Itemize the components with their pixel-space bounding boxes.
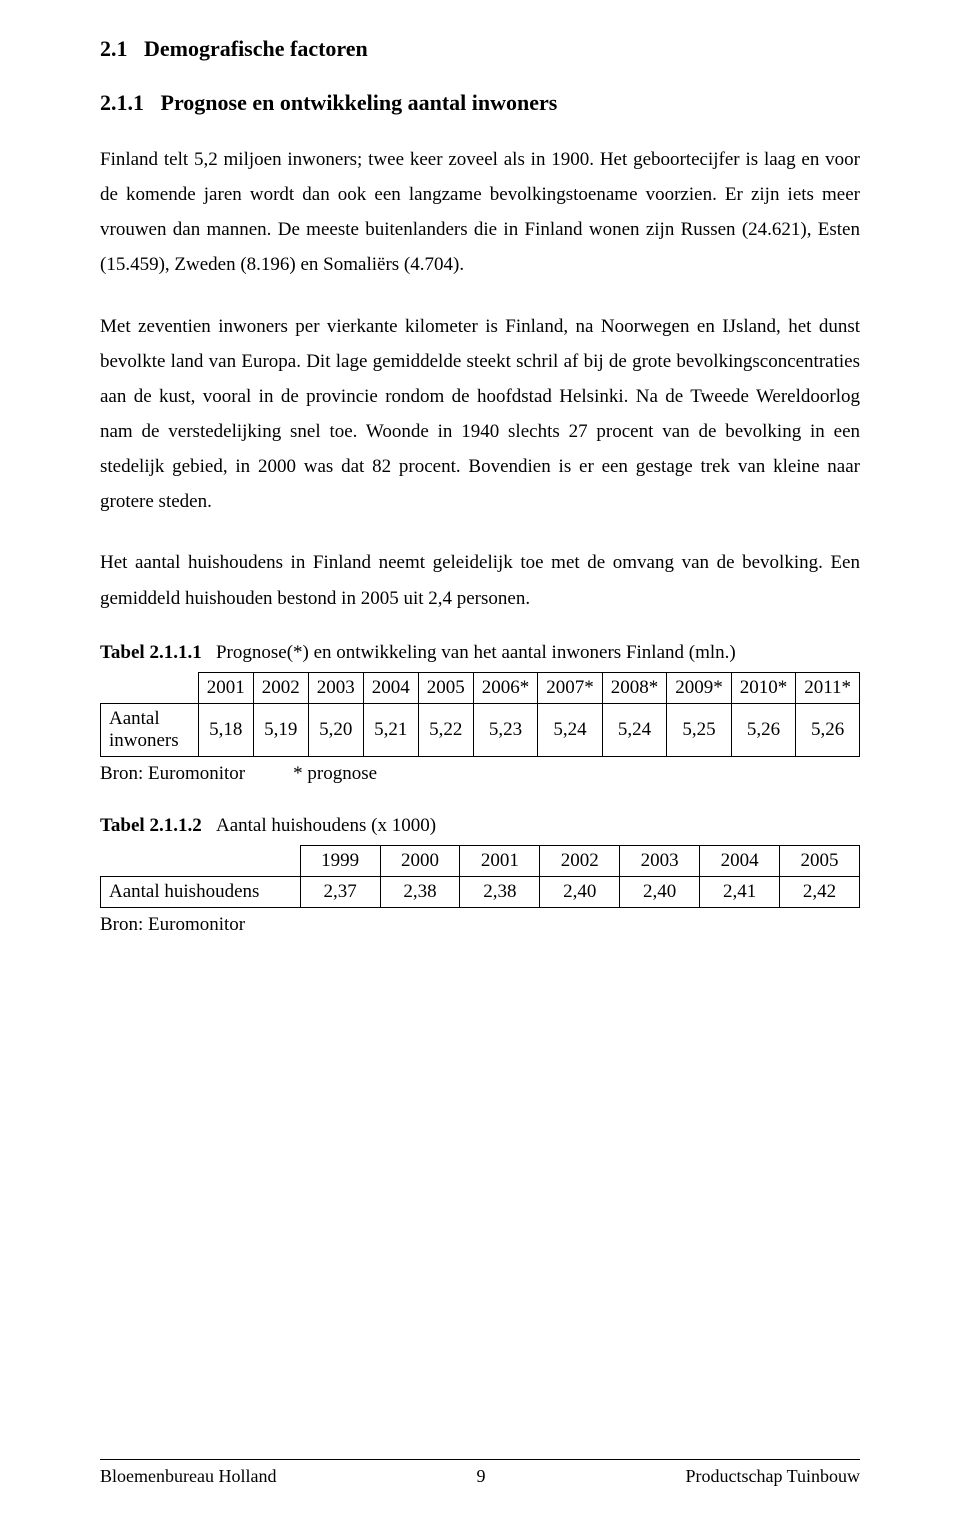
table1-val: 5,26 — [796, 703, 860, 756]
section-title: Demografische factoren — [144, 36, 368, 61]
table2-col: 2002 — [540, 845, 620, 876]
table2-val: 2,41 — [700, 876, 780, 907]
table1-val: 5,22 — [418, 703, 473, 756]
table1-val: 5,26 — [731, 703, 796, 756]
table1-col: 2004 — [363, 672, 418, 703]
table1-col: 2001 — [198, 672, 253, 703]
table1-row-label: Aantal inwoners — [101, 703, 199, 756]
table1-col: 2003 — [308, 672, 363, 703]
table1-val: 5,25 — [667, 703, 732, 756]
table2-col: 2000 — [380, 845, 460, 876]
table1-caption-label: Tabel 2.1.1.1 — [100, 642, 202, 663]
table2-caption-label: Tabel 2.1.1.2 — [100, 815, 202, 836]
subsection-heading: 2.1.1 Prognose en ontwikkeling aantal in… — [100, 90, 860, 116]
paragraph-3: Het aantal huishoudens in Finland neemt … — [100, 545, 860, 615]
table1-col: 2009* — [667, 672, 732, 703]
section-heading: 2.1 Demografische factoren — [100, 36, 860, 62]
footer-center: 9 — [476, 1466, 485, 1487]
table1-val: 5,19 — [253, 703, 308, 756]
table1-col: 2010* — [731, 672, 796, 703]
table1-head-row: 2001 2002 2003 2004 2005 2006* 2007* 200… — [101, 672, 860, 703]
table1-source-prefix: Bron: Euromonitor — [100, 763, 245, 784]
table2-col: 2005 — [780, 845, 860, 876]
table1-val: 5,24 — [538, 703, 603, 756]
page: 2.1 Demografische factoren 2.1.1 Prognos… — [0, 0, 960, 1517]
table2-val: 2,37 — [300, 876, 380, 907]
table1-col: 2011* — [796, 672, 860, 703]
table1-empty-head — [101, 672, 199, 703]
table2-val: 2,38 — [460, 876, 540, 907]
table2-data-row: Aantal huishoudens 2,37 2,38 2,38 2,40 2… — [101, 876, 860, 907]
page-footer: Bloemenbureau Holland 9 Productschap Tui… — [100, 1459, 860, 1487]
table1-col: 2005 — [418, 672, 473, 703]
table2-empty-head — [101, 845, 301, 876]
table1-val: 5,24 — [602, 703, 667, 756]
table2-row-label: Aantal huishoudens — [101, 876, 301, 907]
table2-val: 2,40 — [620, 876, 700, 907]
table1-val: 5,23 — [473, 703, 538, 756]
table2-val: 2,42 — [780, 876, 860, 907]
table1-data-row: Aantal inwoners 5,18 5,19 5,20 5,21 5,22… — [101, 703, 860, 756]
table1-source-note: * prognose — [293, 763, 377, 784]
table2-col: 2004 — [700, 845, 780, 876]
table2: 1999 2000 2001 2002 2003 2004 2005 Aanta… — [100, 845, 860, 908]
table2-head-row: 1999 2000 2001 2002 2003 2004 2005 — [101, 845, 860, 876]
table1-val: 5,20 — [308, 703, 363, 756]
table1-col: 2006* — [473, 672, 538, 703]
table1-source: Bron: Euromonitor * prognose — [100, 763, 860, 785]
subsection-title: Prognose en ontwikkeling aantal inwoners — [161, 90, 558, 115]
footer-rule — [100, 1459, 860, 1460]
table1-caption: Tabel 2.1.1.1 Prognose(*) en ontwikkelin… — [100, 642, 860, 664]
table1-col: 2008* — [602, 672, 667, 703]
footer-row: Bloemenbureau Holland 9 Productschap Tui… — [100, 1466, 860, 1487]
table2-col: 1999 — [300, 845, 380, 876]
table2-col: 2001 — [460, 845, 540, 876]
table1-col: 2002 — [253, 672, 308, 703]
table2-caption: Tabel 2.1.1.2 Aantal huishoudens (x 1000… — [100, 815, 860, 837]
table2-caption-text: Aantal huishoudens (x 1000) — [216, 815, 436, 836]
paragraph-2: Met zeventien inwoners per vierkante kil… — [100, 309, 860, 520]
subsection-number: 2.1.1 — [100, 90, 144, 115]
table1-val: 5,21 — [363, 703, 418, 756]
table2-source: Bron: Euromonitor — [100, 914, 860, 936]
table1: 2001 2002 2003 2004 2005 2006* 2007* 200… — [100, 672, 860, 757]
section-number: 2.1 — [100, 36, 128, 61]
table1-val: 5,18 — [198, 703, 253, 756]
footer-left: Bloemenbureau Holland — [100, 1466, 276, 1487]
table1-col: 2007* — [538, 672, 603, 703]
table2-col: 2003 — [620, 845, 700, 876]
table1-caption-text: Prognose(*) en ontwikkeling van het aant… — [216, 642, 736, 663]
paragraph-1: Finland telt 5,2 miljoen inwoners; twee … — [100, 142, 860, 283]
table2-val: 2,40 — [540, 876, 620, 907]
table2-val: 2,38 — [380, 876, 460, 907]
footer-right: Productschap Tuinbouw — [685, 1466, 860, 1487]
